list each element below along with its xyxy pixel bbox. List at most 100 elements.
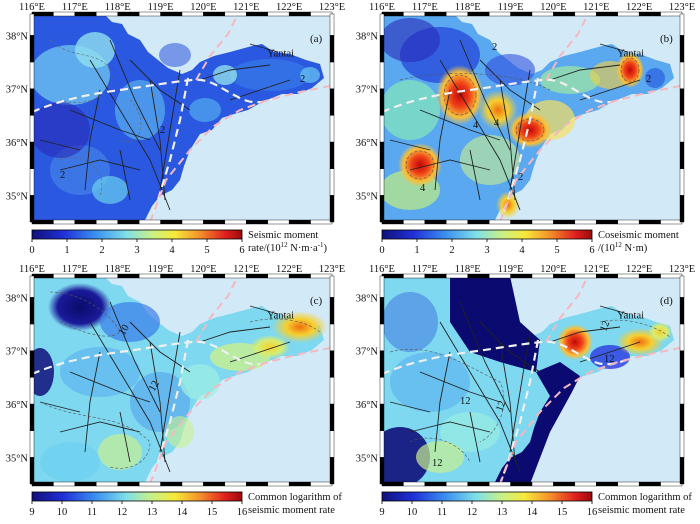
frame-segment — [679, 141, 685, 169]
lon-tick-label: 117°E — [412, 264, 438, 275]
colorbar — [31, 229, 243, 240]
frame-segment — [29, 168, 35, 196]
frame-segment — [510, 219, 533, 225]
colorbar-caption-line2: rate/(1012 N·m·a-1) — [248, 241, 328, 254]
frame-segment — [29, 275, 35, 298]
lon-tick-label: 117°E — [62, 2, 88, 13]
frame-segment — [379, 195, 385, 223]
frame-segment — [329, 88, 335, 116]
frame-segment — [329, 168, 335, 196]
map-frame — [29, 11, 335, 225]
frame-segment — [96, 219, 118, 225]
frame-segment — [53, 481, 76, 487]
frame-segment — [329, 141, 335, 169]
lon-tick-label: 116°E — [369, 2, 395, 13]
colorbar-caption-line1: Common logarithm of — [248, 492, 342, 503]
frame-segment — [329, 297, 335, 325]
frame-segment — [679, 377, 685, 405]
frame-segment — [379, 297, 385, 325]
frame-segment — [381, 219, 404, 225]
frame-segment — [446, 219, 468, 225]
map-panel-b: 2 4 4 4 2 2 (b) 0 1 2 3 4 5 6 116°E 117°E 118°E 1… — [350, 0, 700, 262]
frame-segment — [379, 377, 385, 405]
colorbar-tick-label: 4 — [519, 245, 525, 256]
colorbar — [381, 491, 593, 502]
colorbar-tick-label: 14 — [527, 507, 538, 518]
lon-tick-label: 119°E — [498, 264, 524, 275]
frame-segment — [617, 219, 640, 225]
frame-segment — [488, 481, 511, 487]
frame-segment — [74, 219, 97, 225]
offshore-boundary — [545, 14, 589, 81]
colorbar-tick-label: 0 — [29, 245, 34, 256]
leader-line — [599, 43, 629, 53]
leader-line — [599, 305, 629, 315]
contour-label: 4 — [473, 120, 479, 131]
lon-tick-label: 121°E — [233, 264, 259, 275]
lon-tick-label: 122°E — [276, 264, 302, 275]
panel-label: (c) — [310, 295, 323, 307]
frame-segment — [660, 219, 683, 225]
lon-tick-label: 118°E — [455, 264, 481, 275]
frame-segment — [96, 481, 118, 487]
map-a-svg: 2 2 2 (a) 0 1 2 3 4 5 6 116°E 117°E 118°E 119°E 12… — [6, 2, 345, 256]
map-panel-a: 2 2 2 (a) 0 1 2 3 4 5 6 116°E 117°E 118°E 119°E 12… — [0, 0, 350, 262]
lon-tick-label: 120°E — [540, 2, 566, 13]
contour-label: 2 — [646, 74, 651, 85]
lat-tick-label: 36°N — [356, 138, 379, 149]
colorbar-tick-label: 12 — [117, 507, 128, 518]
colorbar-tick-label: 1 — [414, 245, 419, 256]
frame-segment — [553, 219, 576, 225]
frame-segment — [488, 219, 511, 225]
frame-segment — [181, 219, 204, 225]
frame-segment — [679, 430, 685, 458]
lon-tick-label: 119°E — [148, 264, 174, 275]
panel-label: (a) — [310, 33, 323, 45]
frame-segment — [679, 61, 685, 89]
lat-tick-label: 38°N — [6, 293, 29, 304]
frame-segment — [531, 481, 554, 487]
contour-label: 2 — [492, 42, 497, 53]
frame-segment — [379, 13, 385, 36]
offshore-boundary — [149, 85, 331, 222]
colorbar-tick-label: 11 — [87, 507, 97, 518]
frame-segment — [379, 350, 385, 378]
frame-segment — [117, 481, 140, 487]
colorbar-caption-line2: seismic moment rate — [598, 505, 685, 516]
frame-segment — [679, 457, 685, 485]
colorbar-caption-line2: /(1012 N·m) — [598, 241, 648, 254]
frame-segment — [53, 219, 76, 225]
lat-tick-label: 35°N — [6, 453, 29, 464]
frame-segment — [379, 115, 385, 143]
lon-tick-label: 123°E — [669, 2, 695, 13]
frame-segment — [329, 195, 335, 223]
frame-segment — [379, 88, 385, 116]
lon-tick-label: 118°E — [455, 2, 481, 13]
contour-label: 2 — [300, 74, 305, 85]
panel-label: (d) — [660, 295, 673, 307]
map-frame — [379, 11, 685, 225]
frame-segment — [29, 13, 35, 36]
frame-segment — [574, 481, 597, 487]
offshore-boundary — [195, 276, 239, 343]
offshore-boundary — [149, 347, 331, 484]
frame-segment — [379, 141, 385, 169]
lat-tick-label: 37°N — [6, 347, 29, 358]
land-field — [32, 276, 328, 484]
city-label-yantai: Yantai — [267, 49, 294, 60]
frame-segment — [29, 61, 35, 89]
city-label-yantai: Yantai — [617, 311, 644, 322]
frame-segment — [679, 323, 685, 351]
frame-segment — [329, 377, 335, 405]
lon-tick-label: 116°E — [19, 2, 45, 13]
colorbar-tick-label: 16 — [587, 507, 598, 518]
lon-tick-label: 120°E — [540, 264, 566, 275]
contour-lines — [389, 319, 671, 463]
frame-segment — [379, 323, 385, 351]
frame-segment — [29, 430, 35, 458]
colorbar — [31, 491, 243, 502]
contour-label: 12 — [604, 354, 615, 365]
lat-tick-label: 35°N — [6, 191, 29, 202]
city-label-yantai: Yantai — [617, 49, 644, 60]
frame-segment — [288, 219, 311, 225]
